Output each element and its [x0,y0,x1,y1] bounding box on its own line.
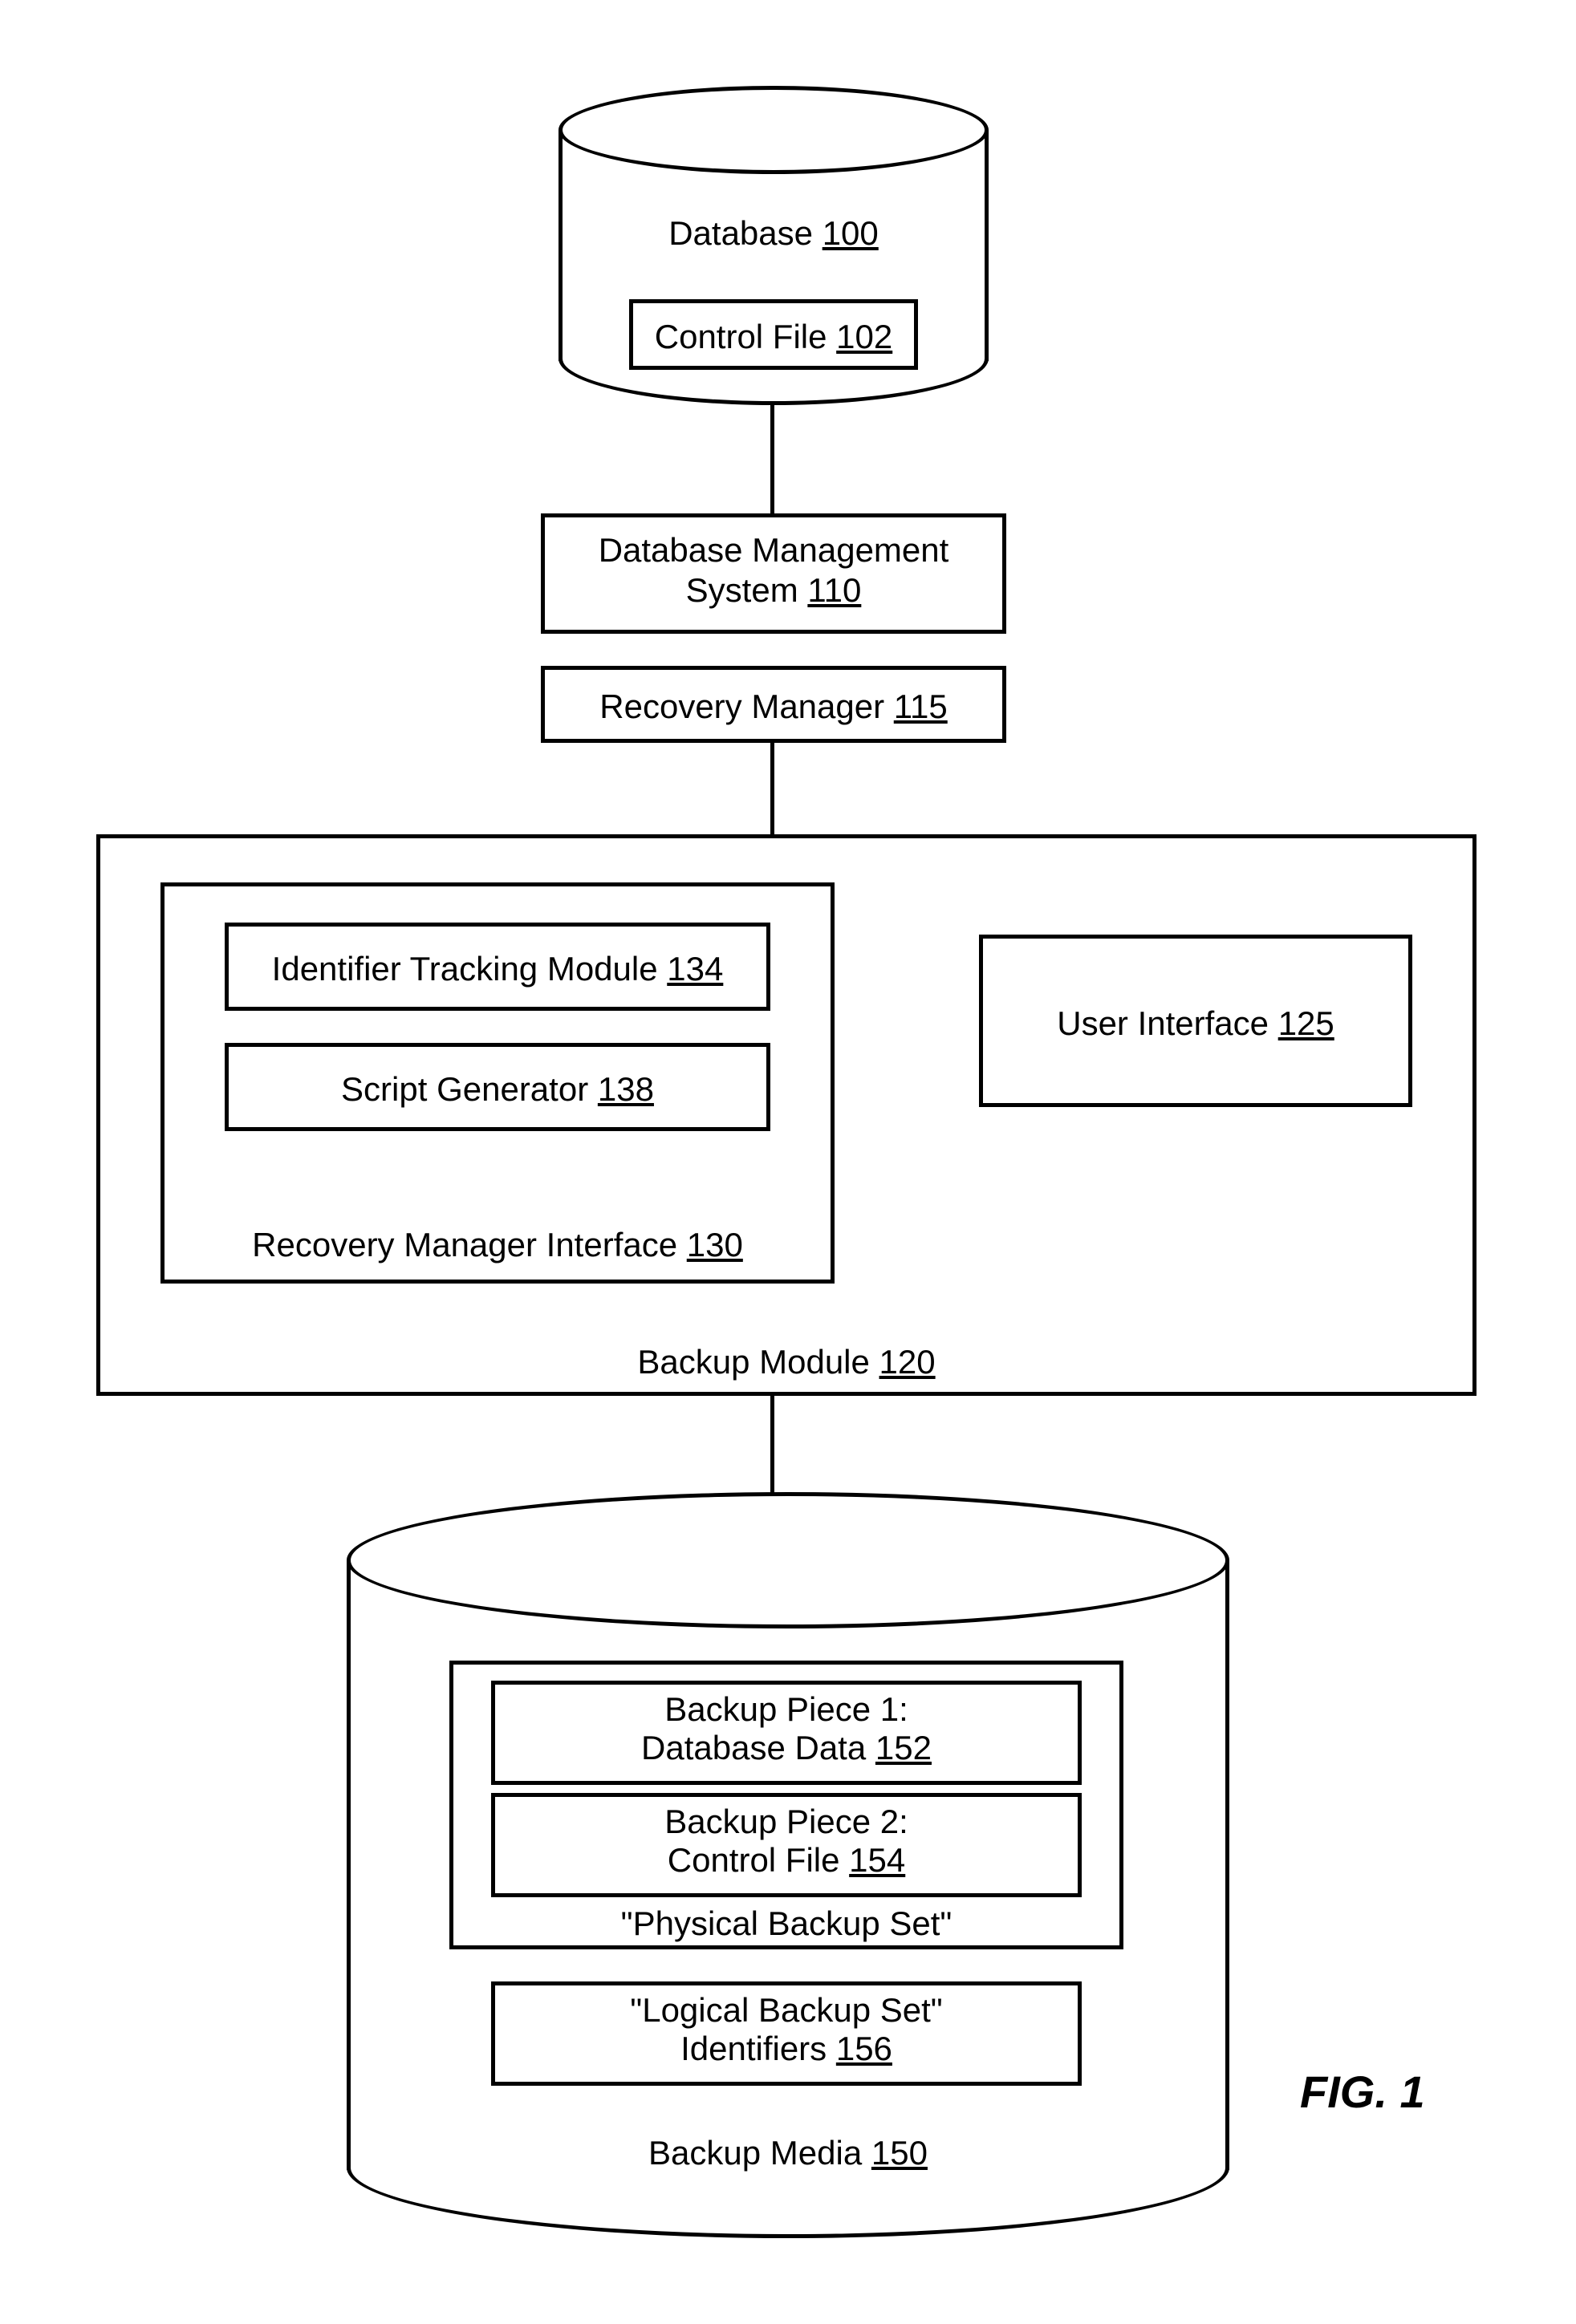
recovery-manager-label: Recovery Manager 115 [541,687,1006,726]
physical-backup-set-label: "Physical Backup Set" [449,1904,1123,1943]
script-generator-label: Script Generator 138 [225,1070,770,1109]
recovery-manager-interface-label: Recovery Manager Interface 130 [160,1226,835,1264]
dbms-label-line1: Database Management [541,531,1006,570]
logical-backup-set-line1: "Logical Backup Set" [491,1991,1082,2030]
connector-backupmod-to-media [770,1396,774,1496]
dbms-label-line2: System 110 [541,571,1006,610]
backup-piece-1-line2: Database Data 152 [491,1729,1082,1767]
user-interface-label: User Interface 125 [979,1004,1412,1043]
backup-piece-1-line1: Backup Piece 1: [491,1690,1082,1729]
backup-piece-2-line1: Backup Piece 2: [491,1803,1082,1841]
database-label: Database 100 [559,214,989,253]
backup-piece-2-line2: Control File 154 [491,1841,1082,1880]
logical-backup-set-line2: Identifiers 156 [491,2030,1082,2068]
backup-module-label: Backup Module 120 [96,1343,1476,1381]
identifier-tracking-label: Identifier Tracking Module 134 [225,950,770,988]
backup-media-label: Backup Media 150 [347,2134,1229,2172]
database-cylinder-top [559,86,989,174]
control-file-label: Control File 102 [629,318,918,356]
figure-label: FIG. 1 [1300,2066,1425,2118]
backup-media-cylinder-top [347,1492,1229,1628]
connector-recmgr-to-backupmod [770,743,774,834]
connector-db-to-dbms [770,405,774,513]
backup-media-cylinder-bottom [347,2168,1229,2238]
